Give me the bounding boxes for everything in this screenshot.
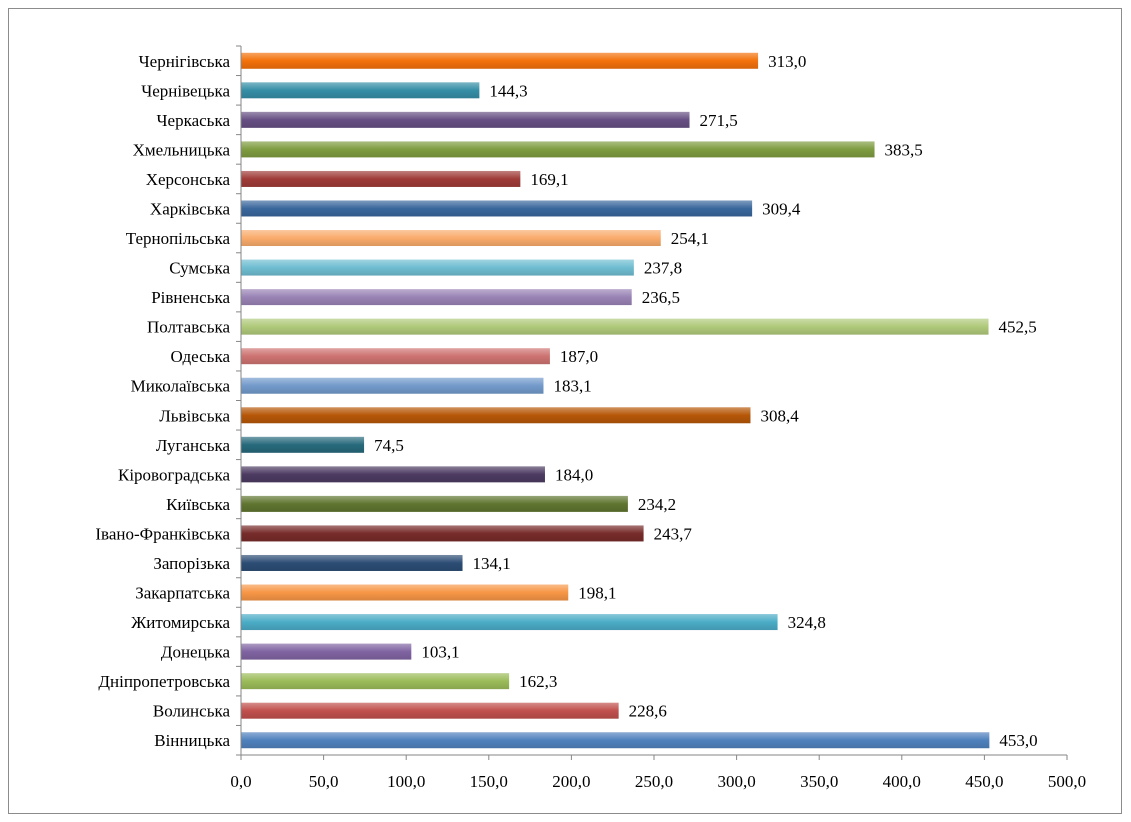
bar-4 xyxy=(241,643,412,660)
value-label: 184,0 xyxy=(555,465,593,484)
category-label: Вінницька xyxy=(154,731,230,750)
x-tick-label: 400,0 xyxy=(883,772,921,791)
bar-2 xyxy=(241,702,619,719)
value-label: 313,0 xyxy=(768,52,806,71)
x-tick-label: 250,0 xyxy=(635,772,673,791)
bar-11 xyxy=(241,436,365,453)
bar-15 xyxy=(241,318,989,335)
value-label: 183,1 xyxy=(553,377,591,396)
bar-13 xyxy=(241,377,544,394)
category-label: Запорізька xyxy=(153,554,230,573)
value-label: 237,8 xyxy=(644,259,682,278)
value-label: 243,7 xyxy=(654,524,693,543)
category-label: Херсонська xyxy=(146,170,231,189)
category-label: Кіровоградська xyxy=(118,465,230,484)
value-label: 134,1 xyxy=(473,554,511,573)
value-label: 452,5 xyxy=(999,318,1037,337)
category-label: Одеська xyxy=(170,347,230,366)
bar-12 xyxy=(241,407,751,424)
value-label: 271,5 xyxy=(700,111,738,130)
value-label: 228,6 xyxy=(629,702,667,721)
category-label: Миколаївська xyxy=(131,377,231,396)
value-label: 453,0 xyxy=(999,731,1037,750)
category-label: Сумська xyxy=(169,259,230,278)
category-label: Тернопільська xyxy=(126,229,231,248)
x-tick-label: 150,0 xyxy=(470,772,508,791)
bar-7 xyxy=(241,554,463,571)
value-label: 234,2 xyxy=(638,495,676,514)
x-tick-label: 350,0 xyxy=(800,772,838,791)
category-label: Рівненська xyxy=(151,288,230,307)
bar-21 xyxy=(241,141,875,158)
category-label: Львівська xyxy=(159,406,230,425)
category-label: Харківська xyxy=(150,199,231,218)
x-tick-label: 50,0 xyxy=(309,772,339,791)
bar-16 xyxy=(241,289,632,306)
bar-18 xyxy=(241,230,661,247)
value-label: 236,5 xyxy=(642,288,680,307)
bar-3 xyxy=(241,673,510,690)
x-tick-label: 300,0 xyxy=(717,772,755,791)
category-label: Дніпропетровська xyxy=(98,672,230,691)
category-label: Хмельницька xyxy=(133,140,231,159)
value-label: 308,4 xyxy=(760,406,799,425)
value-label: 198,1 xyxy=(578,584,616,603)
x-tick-label: 100,0 xyxy=(387,772,425,791)
value-label: 383,5 xyxy=(885,140,923,159)
x-tick-label: 200,0 xyxy=(552,772,590,791)
value-label: 254,1 xyxy=(671,229,709,248)
bar-22 xyxy=(241,111,690,128)
category-label: Чернівецька xyxy=(141,81,230,100)
category-label: Чернігівська xyxy=(139,52,231,71)
bar-6 xyxy=(241,584,569,601)
bar-8 xyxy=(241,525,644,542)
x-tick-label: 500,0 xyxy=(1048,772,1086,791)
category-label: Донецька xyxy=(161,643,231,662)
x-tick-label: 0,0 xyxy=(230,772,251,791)
value-label: 187,0 xyxy=(560,347,598,366)
value-label: 103,1 xyxy=(421,643,459,662)
bar-24 xyxy=(241,52,759,69)
value-label: 169,1 xyxy=(530,170,568,189)
category-label: Черкаська xyxy=(157,111,231,130)
value-label: 309,4 xyxy=(762,199,801,218)
bar-19 xyxy=(241,200,753,217)
value-label: 324,8 xyxy=(788,613,826,632)
category-label: Закарпатська xyxy=(135,584,230,603)
value-label: 74,5 xyxy=(374,436,404,455)
bar-17 xyxy=(241,259,634,276)
category-label: Полтавська xyxy=(147,318,230,337)
bar-5 xyxy=(241,614,778,631)
bar-10 xyxy=(241,466,545,483)
bar-9 xyxy=(241,495,628,512)
bar-23 xyxy=(241,82,480,99)
bar-1 xyxy=(241,732,990,749)
x-tick-label: 450,0 xyxy=(965,772,1003,791)
value-label: 144,3 xyxy=(489,81,527,100)
category-label: Волинська xyxy=(153,702,231,721)
category-label: Луганська xyxy=(156,436,231,455)
bar-14 xyxy=(241,348,550,365)
category-label: Івано-Франківська xyxy=(95,524,230,543)
category-label: Житомирська xyxy=(131,613,230,632)
category-label: Київська xyxy=(166,495,230,514)
value-label: 162,3 xyxy=(519,672,557,691)
bar-20 xyxy=(241,170,521,187)
